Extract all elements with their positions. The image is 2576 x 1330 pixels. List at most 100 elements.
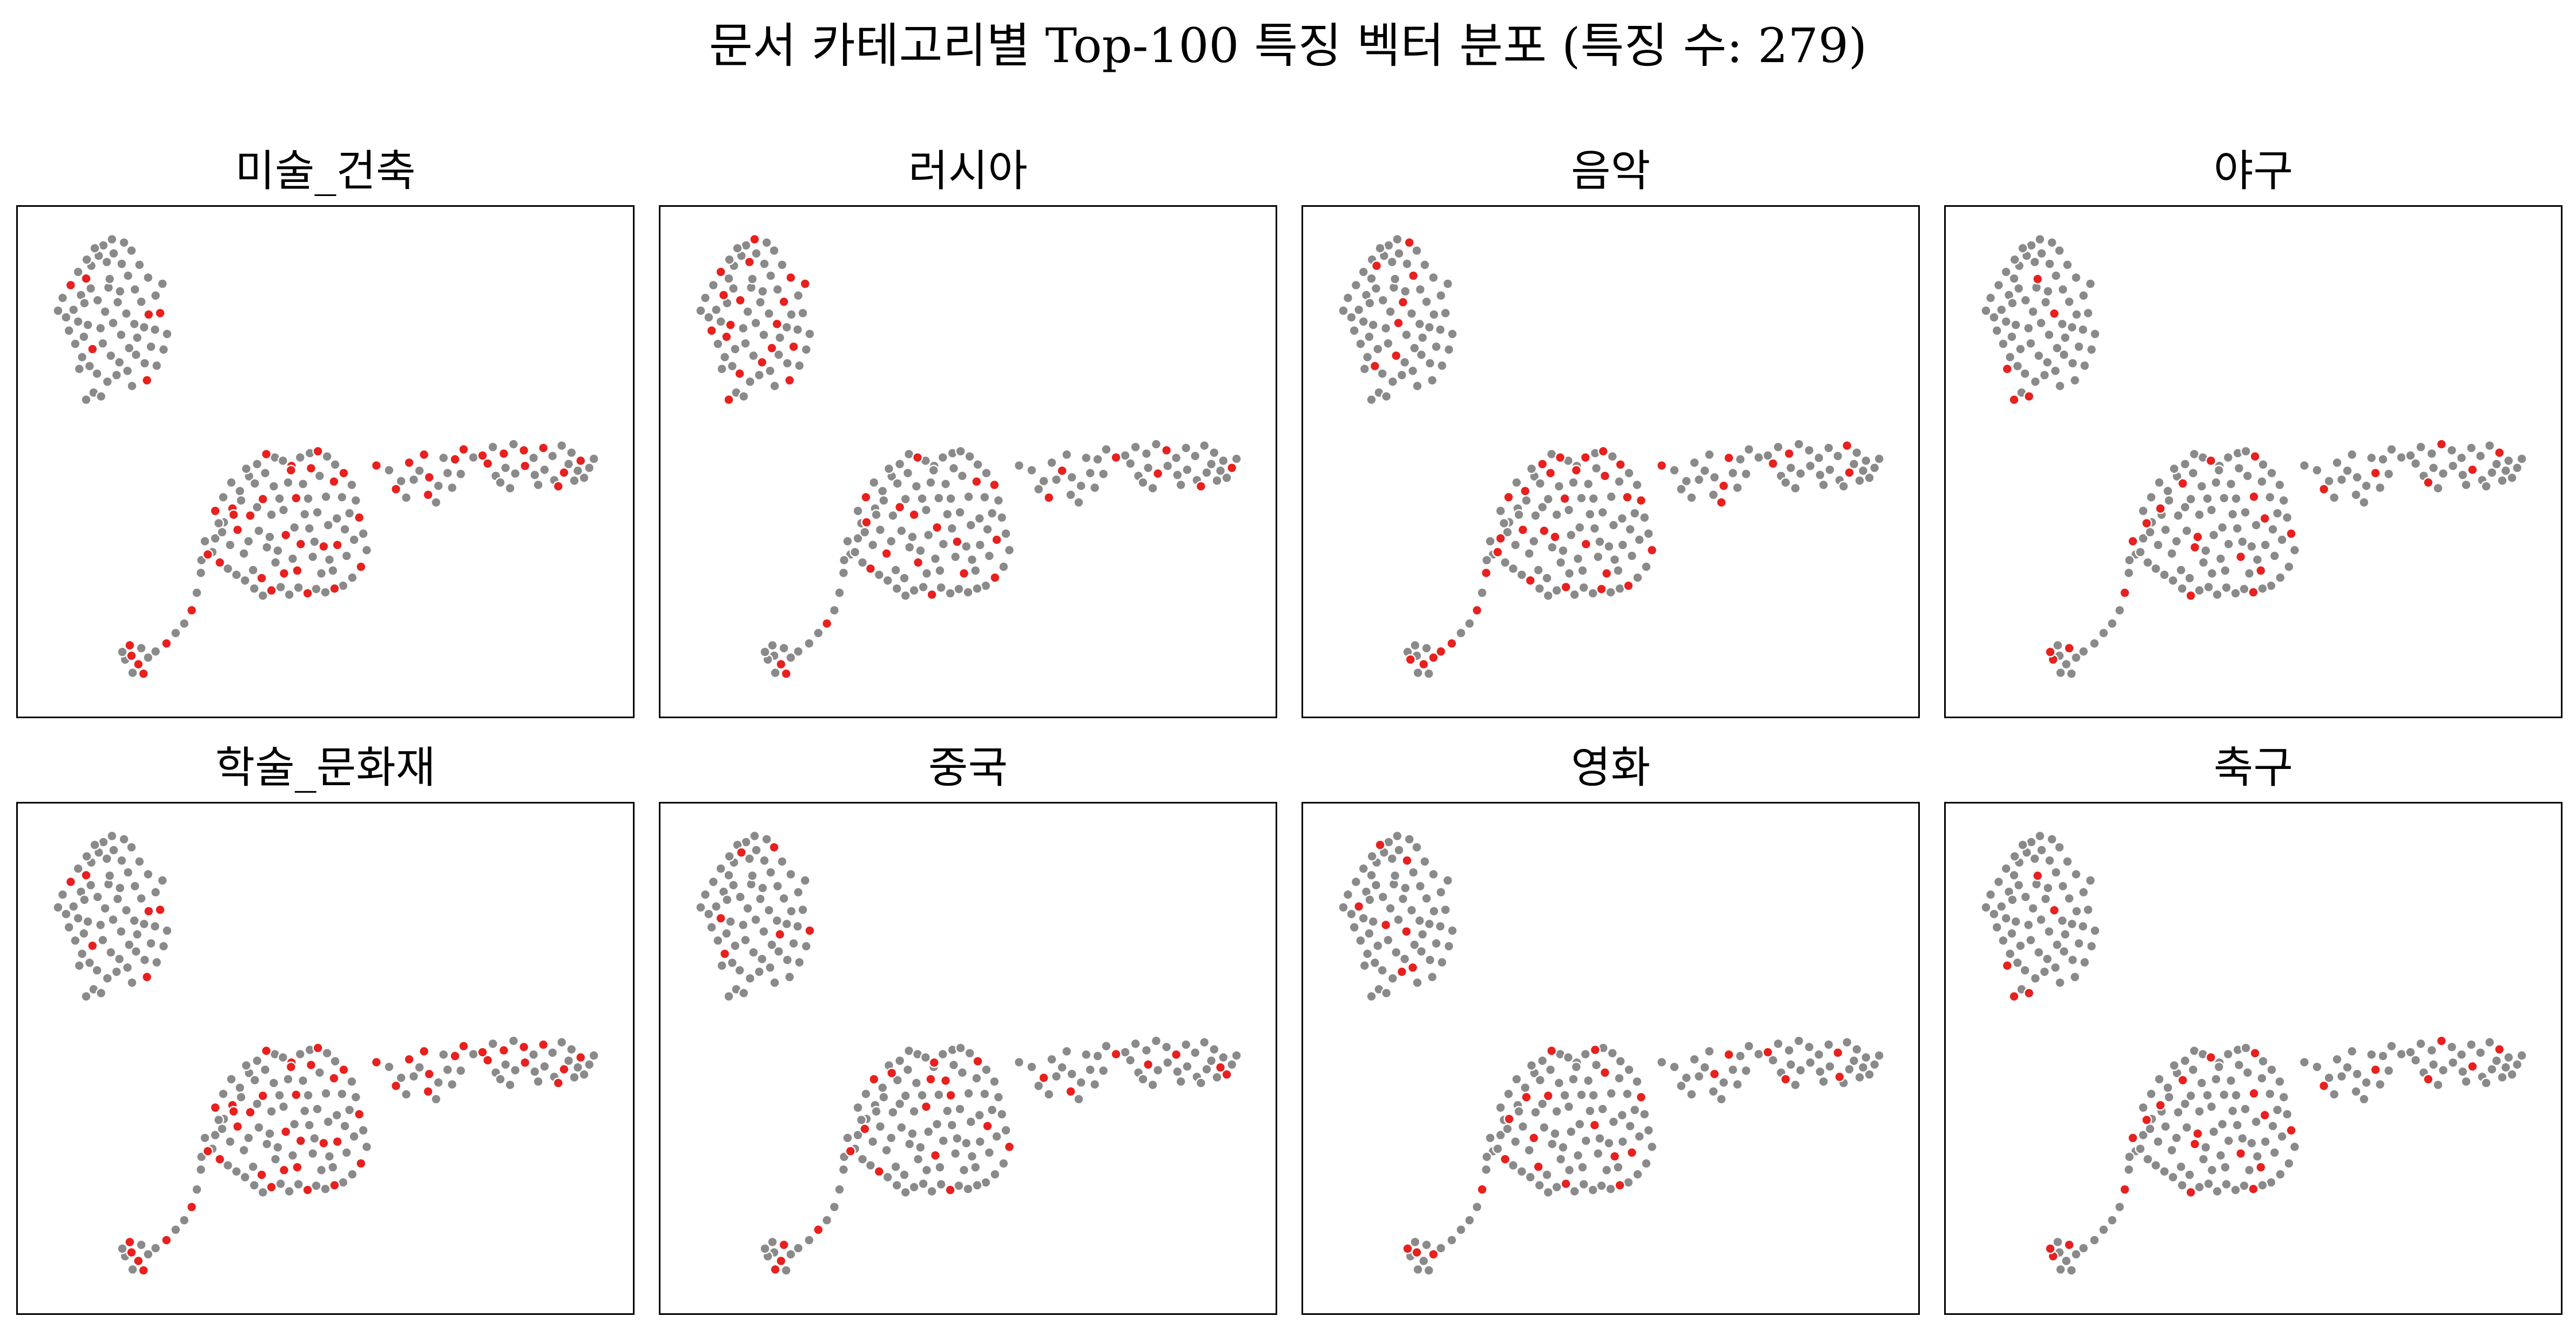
feature-point [269, 557, 281, 568]
feature-point [797, 904, 808, 916]
feature-point [865, 1159, 876, 1171]
feature-point [284, 1186, 295, 1197]
feature-point [2456, 1049, 2467, 1061]
feature-point [2052, 639, 2064, 651]
feature-point [744, 376, 756, 388]
highlighted-point [920, 1101, 932, 1112]
feature-point [751, 845, 762, 856]
feature-point [792, 290, 804, 301]
feature-point [1530, 1106, 1541, 1118]
feature-point [966, 1151, 978, 1162]
highlighted-point [1221, 1069, 1232, 1080]
feature-point [136, 296, 147, 307]
feature-point [566, 447, 577, 458]
feature-point [80, 991, 92, 1002]
feature-point [1686, 492, 1697, 503]
highlighted-point [799, 278, 811, 289]
feature-point [2351, 1068, 2363, 1080]
feature-point [2415, 441, 2426, 453]
feature-point [2022, 919, 2034, 931]
feature-point [311, 583, 322, 595]
feature-point [1499, 557, 1511, 568]
feature-point [508, 1035, 520, 1047]
feature-point [2227, 509, 2238, 520]
feature-point [231, 1166, 242, 1177]
feature-point [329, 1056, 341, 1067]
feature-point [1785, 1059, 1797, 1070]
feature-point [962, 586, 974, 598]
feature-point [2227, 1105, 2238, 1117]
feature-point [1436, 956, 1448, 968]
feature-point [1528, 536, 1540, 547]
feature-point [1718, 1077, 1729, 1088]
highlighted-point [2318, 1080, 2330, 1092]
feature-point [1813, 452, 1825, 464]
feature-point [2071, 652, 2082, 663]
feature-point [2211, 1186, 2223, 1197]
feature-point [114, 882, 126, 894]
highlighted-point [865, 563, 876, 575]
feature-point [455, 468, 467, 480]
feature-point [867, 1136, 879, 1147]
highlighted-point [2177, 1075, 2189, 1086]
feature-point [247, 1161, 259, 1172]
feature-point [1534, 478, 1546, 489]
highlighted-point [422, 489, 434, 501]
feature-point [2145, 1123, 2156, 1135]
feature-point [2006, 928, 2018, 939]
feature-point [105, 947, 117, 958]
feature-point [1735, 1050, 1746, 1062]
feature-point [414, 465, 425, 476]
highlighted-point [1371, 260, 1383, 272]
feature-point [2171, 1132, 2182, 1144]
feature-point [1434, 324, 1446, 335]
highlighted-point [1407, 962, 1419, 973]
feature-point [911, 481, 922, 492]
feature-point [1857, 465, 1869, 476]
feature-point [1409, 342, 1420, 354]
feature-point [2029, 376, 2041, 388]
highlighted-point [256, 1169, 267, 1180]
feature-point [1639, 512, 1650, 523]
feature-point [1218, 455, 1229, 467]
feature-point [1387, 376, 1399, 388]
feature-point [1590, 463, 1602, 474]
highlighted-point [338, 467, 349, 479]
feature-point [1793, 438, 1805, 450]
highlighted-point [2259, 1109, 2270, 1121]
feature-point [95, 322, 106, 334]
feature-point [569, 475, 580, 487]
feature-point [1342, 292, 1354, 303]
feature-point [231, 569, 242, 580]
feature-point [2203, 582, 2214, 593]
feature-point [2480, 1077, 2492, 1089]
highlighted-point [138, 1265, 149, 1276]
highlighted-point [278, 568, 290, 579]
feature-point [383, 1061, 395, 1072]
feature-point [2166, 1144, 2177, 1156]
feature-point [2052, 939, 2063, 950]
feature-point [408, 474, 420, 485]
feature-point [1372, 940, 1384, 951]
feature-point [716, 960, 727, 971]
feature-point [2184, 1169, 2195, 1180]
feature-point [949, 551, 961, 563]
highlighted-point [868, 1074, 880, 1085]
feature-point [751, 248, 762, 259]
feature-point [2484, 1037, 2496, 1048]
subplot-axes [16, 802, 635, 1315]
feature-point [1013, 460, 1025, 471]
highlighted-point [1570, 464, 1582, 476]
feature-point [695, 305, 706, 316]
feature-point [224, 539, 236, 551]
highlighted-point [419, 1045, 430, 1057]
feature-point [195, 1164, 207, 1176]
feature-point [2447, 1057, 2459, 1069]
feature-point [312, 507, 323, 518]
feature-point [63, 325, 75, 336]
feature-point [1603, 541, 1615, 552]
highlighted-point [725, 319, 736, 330]
highlighted-point [2189, 542, 2201, 553]
feature-point [1854, 475, 1865, 487]
feature-point [1572, 1150, 1584, 1161]
